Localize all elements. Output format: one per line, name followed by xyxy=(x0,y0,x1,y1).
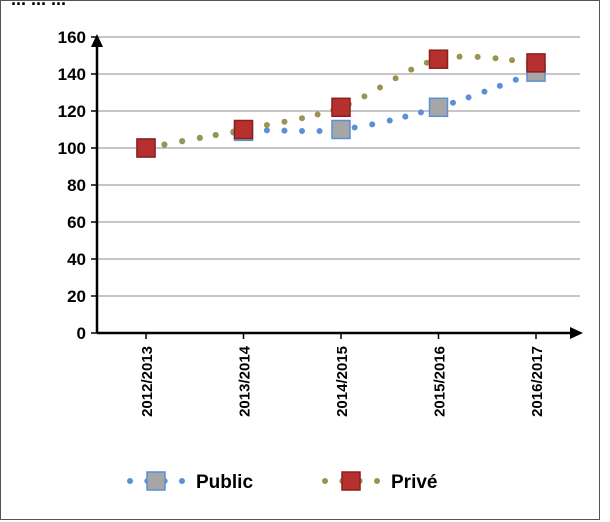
x-category-label: 2014/2015 xyxy=(334,346,351,417)
legend-marker-icon xyxy=(341,471,361,491)
series-dot xyxy=(316,127,323,134)
y-tick-label: 100 xyxy=(58,139,86,158)
series-dot xyxy=(212,132,219,139)
y-tick-label: 140 xyxy=(58,65,86,84)
series-dot xyxy=(456,53,463,60)
series-dot xyxy=(263,127,270,134)
legend-item-0: Public xyxy=(127,471,253,493)
series-dot xyxy=(449,99,456,106)
x-category-label: 2012/2013 xyxy=(139,346,156,417)
legend-item-1: Privé xyxy=(322,471,437,493)
series-dot xyxy=(281,118,288,125)
series-dot xyxy=(392,75,399,82)
series-dot xyxy=(423,59,430,66)
series-dot xyxy=(361,93,368,100)
series-dot xyxy=(377,84,383,91)
data-point-marker xyxy=(233,119,254,140)
series-dot xyxy=(196,135,203,142)
series-dot xyxy=(474,53,481,60)
series-dot xyxy=(299,115,305,122)
series-dot xyxy=(263,121,270,128)
series-dot xyxy=(509,57,516,64)
y-tick-label: 20 xyxy=(67,287,86,306)
y-tick-label: 120 xyxy=(58,102,86,121)
series-1 xyxy=(136,49,546,158)
y-tick-label: 40 xyxy=(67,250,86,269)
series-layer xyxy=(136,49,546,158)
series-dot xyxy=(299,127,305,134)
y-tick-label: 0 xyxy=(77,324,86,343)
x-axis-arrow-icon xyxy=(570,327,583,339)
series-dot xyxy=(465,94,472,101)
data-point-marker xyxy=(331,119,351,140)
series-dot xyxy=(402,113,409,120)
series-dot xyxy=(369,121,376,128)
series-dot xyxy=(386,117,393,124)
data-point-marker xyxy=(428,97,449,118)
y-tick-label: 60 xyxy=(67,213,86,232)
legend-label: Public xyxy=(196,472,253,493)
series-dot xyxy=(179,478,185,484)
series-dot xyxy=(492,55,499,62)
series-dot xyxy=(179,138,186,145)
series-dot xyxy=(417,109,424,116)
data-point-marker xyxy=(331,97,351,118)
series-dot xyxy=(374,478,380,484)
series-dot xyxy=(281,127,288,134)
series-dot xyxy=(512,76,519,83)
chart-title-cropped: ... ... ... xyxy=(11,0,66,10)
data-point-marker xyxy=(428,49,449,69)
series-dot xyxy=(322,478,328,484)
series-dot xyxy=(314,111,321,118)
x-category-label: 2013/2014 xyxy=(237,345,254,417)
data-point-marker xyxy=(526,53,546,73)
gridlines xyxy=(97,36,580,297)
series-dot xyxy=(351,124,358,131)
axes xyxy=(91,34,583,339)
x-category-label: 2015/2016 xyxy=(432,346,449,417)
x-axis-category-labels: 2012/2013 2013/2014 2014/2015 2015/2016 2016… xyxy=(139,345,546,417)
y-axis-arrow-icon xyxy=(91,34,103,47)
legend-marker-icon xyxy=(146,471,166,491)
y-tick-label: 160 xyxy=(58,28,86,47)
y-tick-label: 80 xyxy=(67,176,86,195)
x-category-label: 2016/2017 xyxy=(529,346,546,417)
series-dot xyxy=(408,66,415,73)
series-dot xyxy=(127,478,133,484)
series-dot xyxy=(496,82,503,89)
y-axis-tick-labels: 0 20 40 60 80 100 120 140 160 xyxy=(58,28,86,343)
legend-label: Privé xyxy=(391,472,437,493)
legend: Public Privé xyxy=(127,471,437,493)
series-dot xyxy=(161,141,168,148)
series-dot xyxy=(481,88,488,95)
data-point-marker xyxy=(136,138,156,158)
